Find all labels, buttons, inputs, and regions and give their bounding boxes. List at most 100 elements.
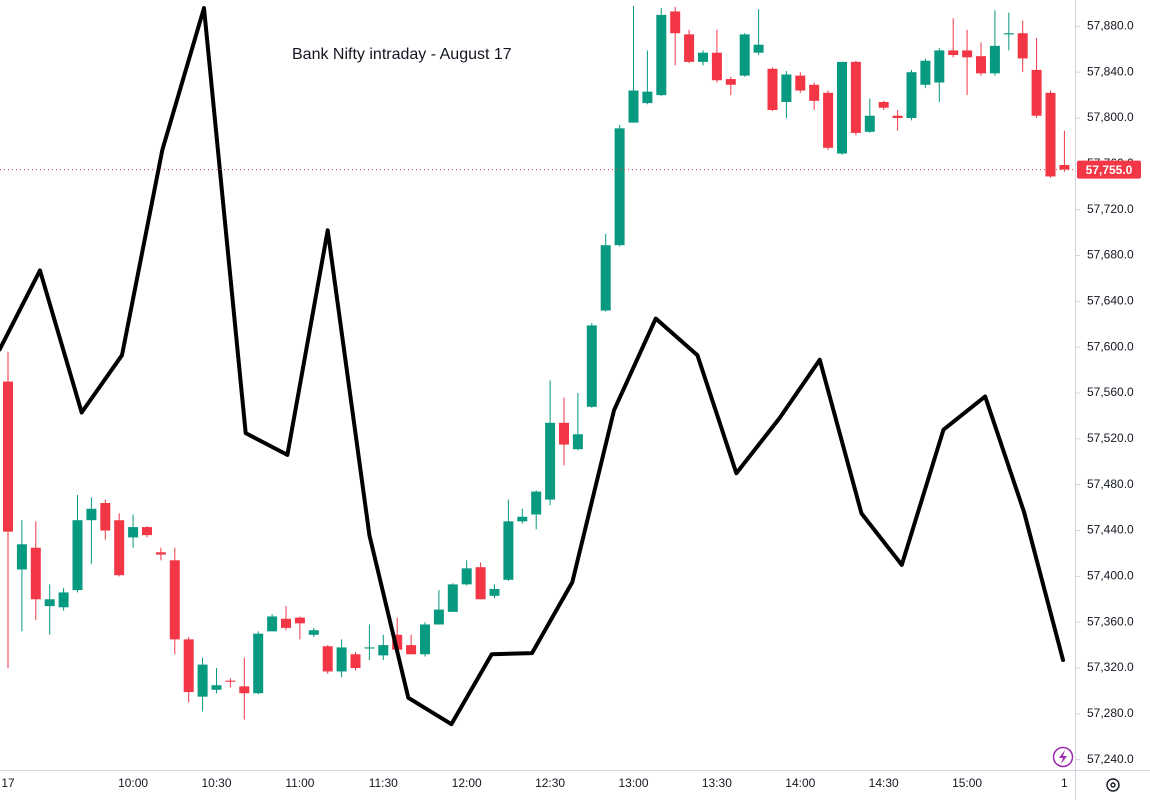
candle-body bbox=[364, 647, 375, 649]
x-tick-label: 13:30 bbox=[702, 776, 732, 790]
candle-body bbox=[294, 617, 305, 624]
last-price-box bbox=[1077, 160, 1141, 179]
candle-body bbox=[517, 516, 528, 522]
candle-body bbox=[225, 680, 236, 682]
y-tick-label: 57,520.0 bbox=[1087, 431, 1134, 445]
overlay-line bbox=[0, 6, 1066, 727]
axes: 57,240.0 57,280.0 57,320.0 57,360.0 57,400.0… bbox=[1, 19, 1141, 790]
candle-body bbox=[447, 584, 458, 612]
candle-body bbox=[406, 645, 417, 655]
x-tick-label: 17 bbox=[1, 776, 15, 790]
candle-body bbox=[281, 618, 291, 628]
candle-body bbox=[837, 61, 847, 154]
candle-body bbox=[753, 44, 764, 53]
candle-body bbox=[169, 560, 180, 640]
candle-body bbox=[892, 115, 903, 119]
candle-body bbox=[531, 491, 542, 515]
candle-body bbox=[670, 11, 681, 34]
candle-body bbox=[16, 544, 27, 570]
y-tick-label: 57,640.0 bbox=[1087, 294, 1134, 308]
x-tick-label: 12:30 bbox=[535, 776, 565, 790]
candle-body bbox=[114, 520, 125, 576]
y-tick-label: 57,360.0 bbox=[1087, 614, 1134, 628]
candle-body bbox=[100, 503, 111, 531]
candle-body bbox=[698, 52, 708, 62]
y-tick-label: 57,280.0 bbox=[1087, 706, 1134, 720]
x-tick-label: 10:30 bbox=[201, 776, 231, 790]
candle-body bbox=[1003, 33, 1014, 35]
candle-body bbox=[864, 115, 875, 132]
candle-body bbox=[142, 527, 152, 536]
candle-body bbox=[711, 52, 722, 81]
y-tick-label: 57,800.0 bbox=[1087, 110, 1134, 124]
candle-body bbox=[336, 647, 347, 672]
candle-body bbox=[878, 101, 889, 108]
x-tick-label: 14:30 bbox=[869, 776, 899, 790]
candle-body bbox=[128, 527, 139, 538]
candle-body bbox=[239, 686, 250, 694]
candle-body bbox=[322, 646, 333, 672]
candle-body bbox=[420, 624, 430, 655]
plot-area bbox=[0, 5, 1075, 727]
candle-body bbox=[989, 45, 1000, 74]
candle-body bbox=[433, 609, 444, 625]
candle-body bbox=[183, 639, 194, 693]
candle-body bbox=[1045, 92, 1056, 177]
candle-body bbox=[392, 634, 403, 650]
candle-body bbox=[58, 592, 69, 608]
candle-body bbox=[350, 654, 361, 669]
candle-body bbox=[3, 381, 13, 532]
settings-icon[interactable] bbox=[1106, 778, 1120, 792]
candle-body bbox=[809, 84, 820, 101]
y-tick-label: 57,320.0 bbox=[1087, 660, 1134, 674]
x-tick-label: 10:00 bbox=[118, 776, 148, 790]
candle-body bbox=[545, 422, 556, 500]
candle-body bbox=[739, 34, 750, 76]
alert-icon[interactable] bbox=[1052, 746, 1074, 768]
candle-body bbox=[1017, 33, 1028, 59]
y-tick-label: 57,880.0 bbox=[1087, 19, 1134, 33]
candle-body bbox=[155, 552, 166, 555]
candle-body bbox=[72, 520, 83, 591]
candle-body bbox=[920, 60, 931, 85]
candle-body bbox=[1059, 165, 1070, 170]
x-tick-label: 13:00 bbox=[618, 776, 648, 790]
candle-body bbox=[767, 68, 778, 110]
candle-body bbox=[86, 508, 97, 521]
candle-body bbox=[1031, 69, 1042, 116]
candle-body bbox=[475, 567, 486, 600]
candle-body bbox=[684, 34, 695, 62]
candle-body bbox=[572, 434, 583, 450]
y-tick-label: 57,680.0 bbox=[1087, 248, 1134, 262]
candle-body bbox=[850, 61, 861, 133]
y-tick-label: 57,440.0 bbox=[1087, 523, 1134, 537]
x-tick-label: 12:00 bbox=[452, 776, 482, 790]
candle-body bbox=[211, 685, 222, 690]
candle-body bbox=[586, 325, 597, 407]
chart-title: Bank Nifty intraday - August 17 bbox=[292, 46, 512, 63]
y-tick-label: 57,600.0 bbox=[1087, 339, 1134, 353]
candle-body bbox=[489, 588, 500, 596]
candle-body bbox=[461, 568, 472, 585]
y-tick-label: 57,400.0 bbox=[1087, 569, 1134, 583]
candle-body bbox=[378, 645, 389, 656]
candle-body bbox=[30, 547, 41, 600]
last-price-label: 57,755.0 bbox=[1086, 163, 1133, 177]
candle-body bbox=[642, 91, 653, 104]
y-tick-label: 57,240.0 bbox=[1087, 752, 1134, 766]
candle-body bbox=[267, 616, 278, 632]
candle-body bbox=[906, 72, 917, 119]
candle-body bbox=[44, 599, 55, 607]
x-tick-label: 14:00 bbox=[785, 776, 815, 790]
candle-body bbox=[614, 128, 625, 246]
candle-body bbox=[503, 521, 514, 580]
y-tick-label: 57,720.0 bbox=[1087, 202, 1134, 216]
x-tick-label: 11:30 bbox=[369, 776, 398, 790]
candle-body bbox=[656, 14, 667, 96]
candle-body bbox=[823, 92, 834, 148]
candle-body bbox=[781, 74, 792, 102]
candle-body bbox=[253, 633, 264, 694]
y-tick-label: 57,840.0 bbox=[1087, 64, 1134, 78]
candle-body bbox=[962, 50, 973, 58]
x-tick-label: 11:00 bbox=[285, 776, 314, 790]
